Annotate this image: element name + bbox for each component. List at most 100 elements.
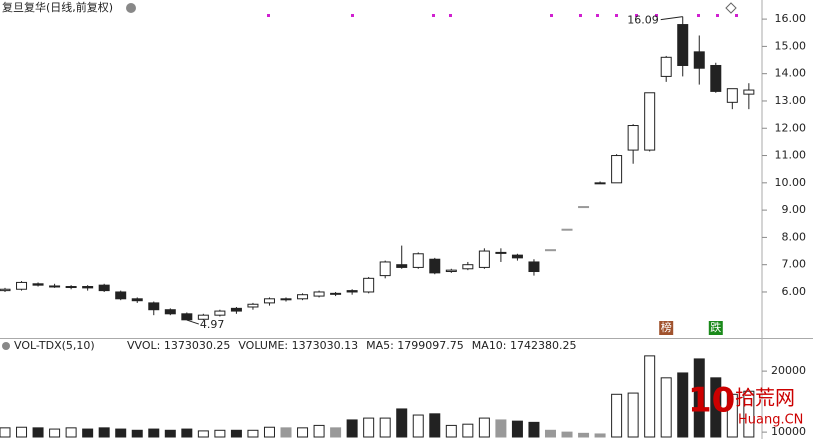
volume-bar (230, 429, 242, 438)
volume-bar (627, 392, 639, 438)
volume-bar (528, 421, 540, 438)
y-tick-label: 14.00 (775, 67, 807, 80)
volume-bar (379, 417, 391, 438)
candle-body (445, 269, 457, 273)
candle-body (214, 310, 226, 316)
candle-body (330, 292, 342, 295)
candle-body (148, 302, 160, 311)
candle-body (181, 313, 193, 321)
candle-body (644, 92, 656, 151)
volume-bar (578, 432, 590, 438)
marker-label: 跌 (710, 320, 721, 334)
volume-bar (462, 423, 474, 438)
candle-body (511, 254, 523, 259)
volume-bar (429, 413, 441, 438)
volume-bar (181, 428, 193, 438)
candle-body (82, 286, 94, 289)
volume-bar (412, 414, 424, 438)
watermark-name: 拾荒网 (735, 386, 795, 410)
volume-bar (561, 431, 573, 438)
volume-bar (495, 419, 507, 438)
marker-box (708, 321, 723, 335)
y-tick-label: 9.00 (782, 203, 807, 216)
chart-title: 复旦复华(日线,前复权) (2, 0, 113, 14)
candle-body (49, 285, 61, 288)
volume-bar (263, 426, 275, 438)
candle-body (0, 288, 11, 292)
y-tick-label: 10.00 (775, 176, 807, 189)
volume-bar (346, 419, 358, 438)
volume-bar (396, 408, 408, 438)
volume-bar (693, 358, 705, 438)
dropdown-icon[interactable] (126, 3, 136, 13)
candle-body (280, 298, 292, 301)
volume-bar (445, 424, 457, 438)
y-tick-label: 8.00 (782, 230, 807, 243)
candle-body (726, 88, 738, 103)
y-tick-label: 7.00 (782, 258, 807, 271)
volume-bar (214, 429, 226, 438)
volume-bar (98, 427, 110, 438)
y-tick-label: 10000 (771, 425, 806, 438)
candle-body (544, 249, 556, 252)
volume-bar (32, 427, 44, 438)
volume-bar (0, 427, 11, 438)
candle-body (462, 264, 474, 270)
volume-bar (197, 430, 209, 438)
candle-body (197, 314, 209, 320)
volume-bar (82, 428, 94, 438)
watermark-site: Huang.CN (738, 413, 803, 428)
volume-bar (49, 428, 61, 438)
annotation-arrow (660, 16, 683, 21)
candle-body (528, 261, 540, 273)
readout: VOLUME: 1373030.13 (238, 339, 358, 352)
volume-bar (115, 428, 127, 438)
candle-body (379, 261, 391, 277)
candle-body (429, 258, 441, 274)
volume-bar (644, 355, 656, 438)
candle-body (561, 228, 573, 231)
volume-title: VOL-TDX(5,10) (14, 339, 95, 352)
volume-bar (16, 426, 28, 438)
annotation-arrow (186, 319, 199, 325)
readout: MA10: 1742380.25 (472, 339, 577, 352)
volume-bar (478, 417, 490, 438)
candle-body (363, 277, 375, 293)
candle-body (627, 125, 639, 151)
y-tick-label: 20000 (771, 364, 806, 377)
volume-bar (164, 429, 176, 438)
candle-body (396, 264, 408, 268)
volume-bar (148, 428, 160, 438)
y-tick-label: 12.00 (775, 121, 807, 134)
candle-body (660, 56, 672, 77)
y-tick-label: 6.00 (782, 285, 807, 298)
volume-bar (544, 429, 556, 438)
watermark-logo: 10 (688, 381, 735, 421)
y-tick-label: 16.00 (775, 12, 807, 25)
candle-body (32, 283, 44, 286)
volume-bar (313, 424, 325, 438)
candle-body (412, 253, 424, 268)
volume-bar (247, 429, 259, 438)
candle-body (230, 307, 242, 312)
candle-body (578, 206, 590, 209)
volume-bar (726, 393, 738, 438)
candle-body (164, 309, 176, 315)
candle-body (693, 51, 705, 69)
marker-label: 榜 (661, 320, 672, 334)
candle-body (594, 182, 606, 185)
candle-body (743, 89, 755, 95)
volume-bar (611, 393, 623, 438)
volume-bar (511, 420, 523, 438)
candle-body (16, 281, 28, 290)
candle-body (313, 291, 325, 297)
candle-body (710, 64, 722, 92)
diamond-icon[interactable] (725, 2, 737, 14)
y-tick-label: 11.00 (775, 149, 807, 162)
volume-bar (280, 427, 292, 438)
y-tick-label: 13.00 (775, 94, 807, 107)
volume-bar (363, 417, 375, 438)
